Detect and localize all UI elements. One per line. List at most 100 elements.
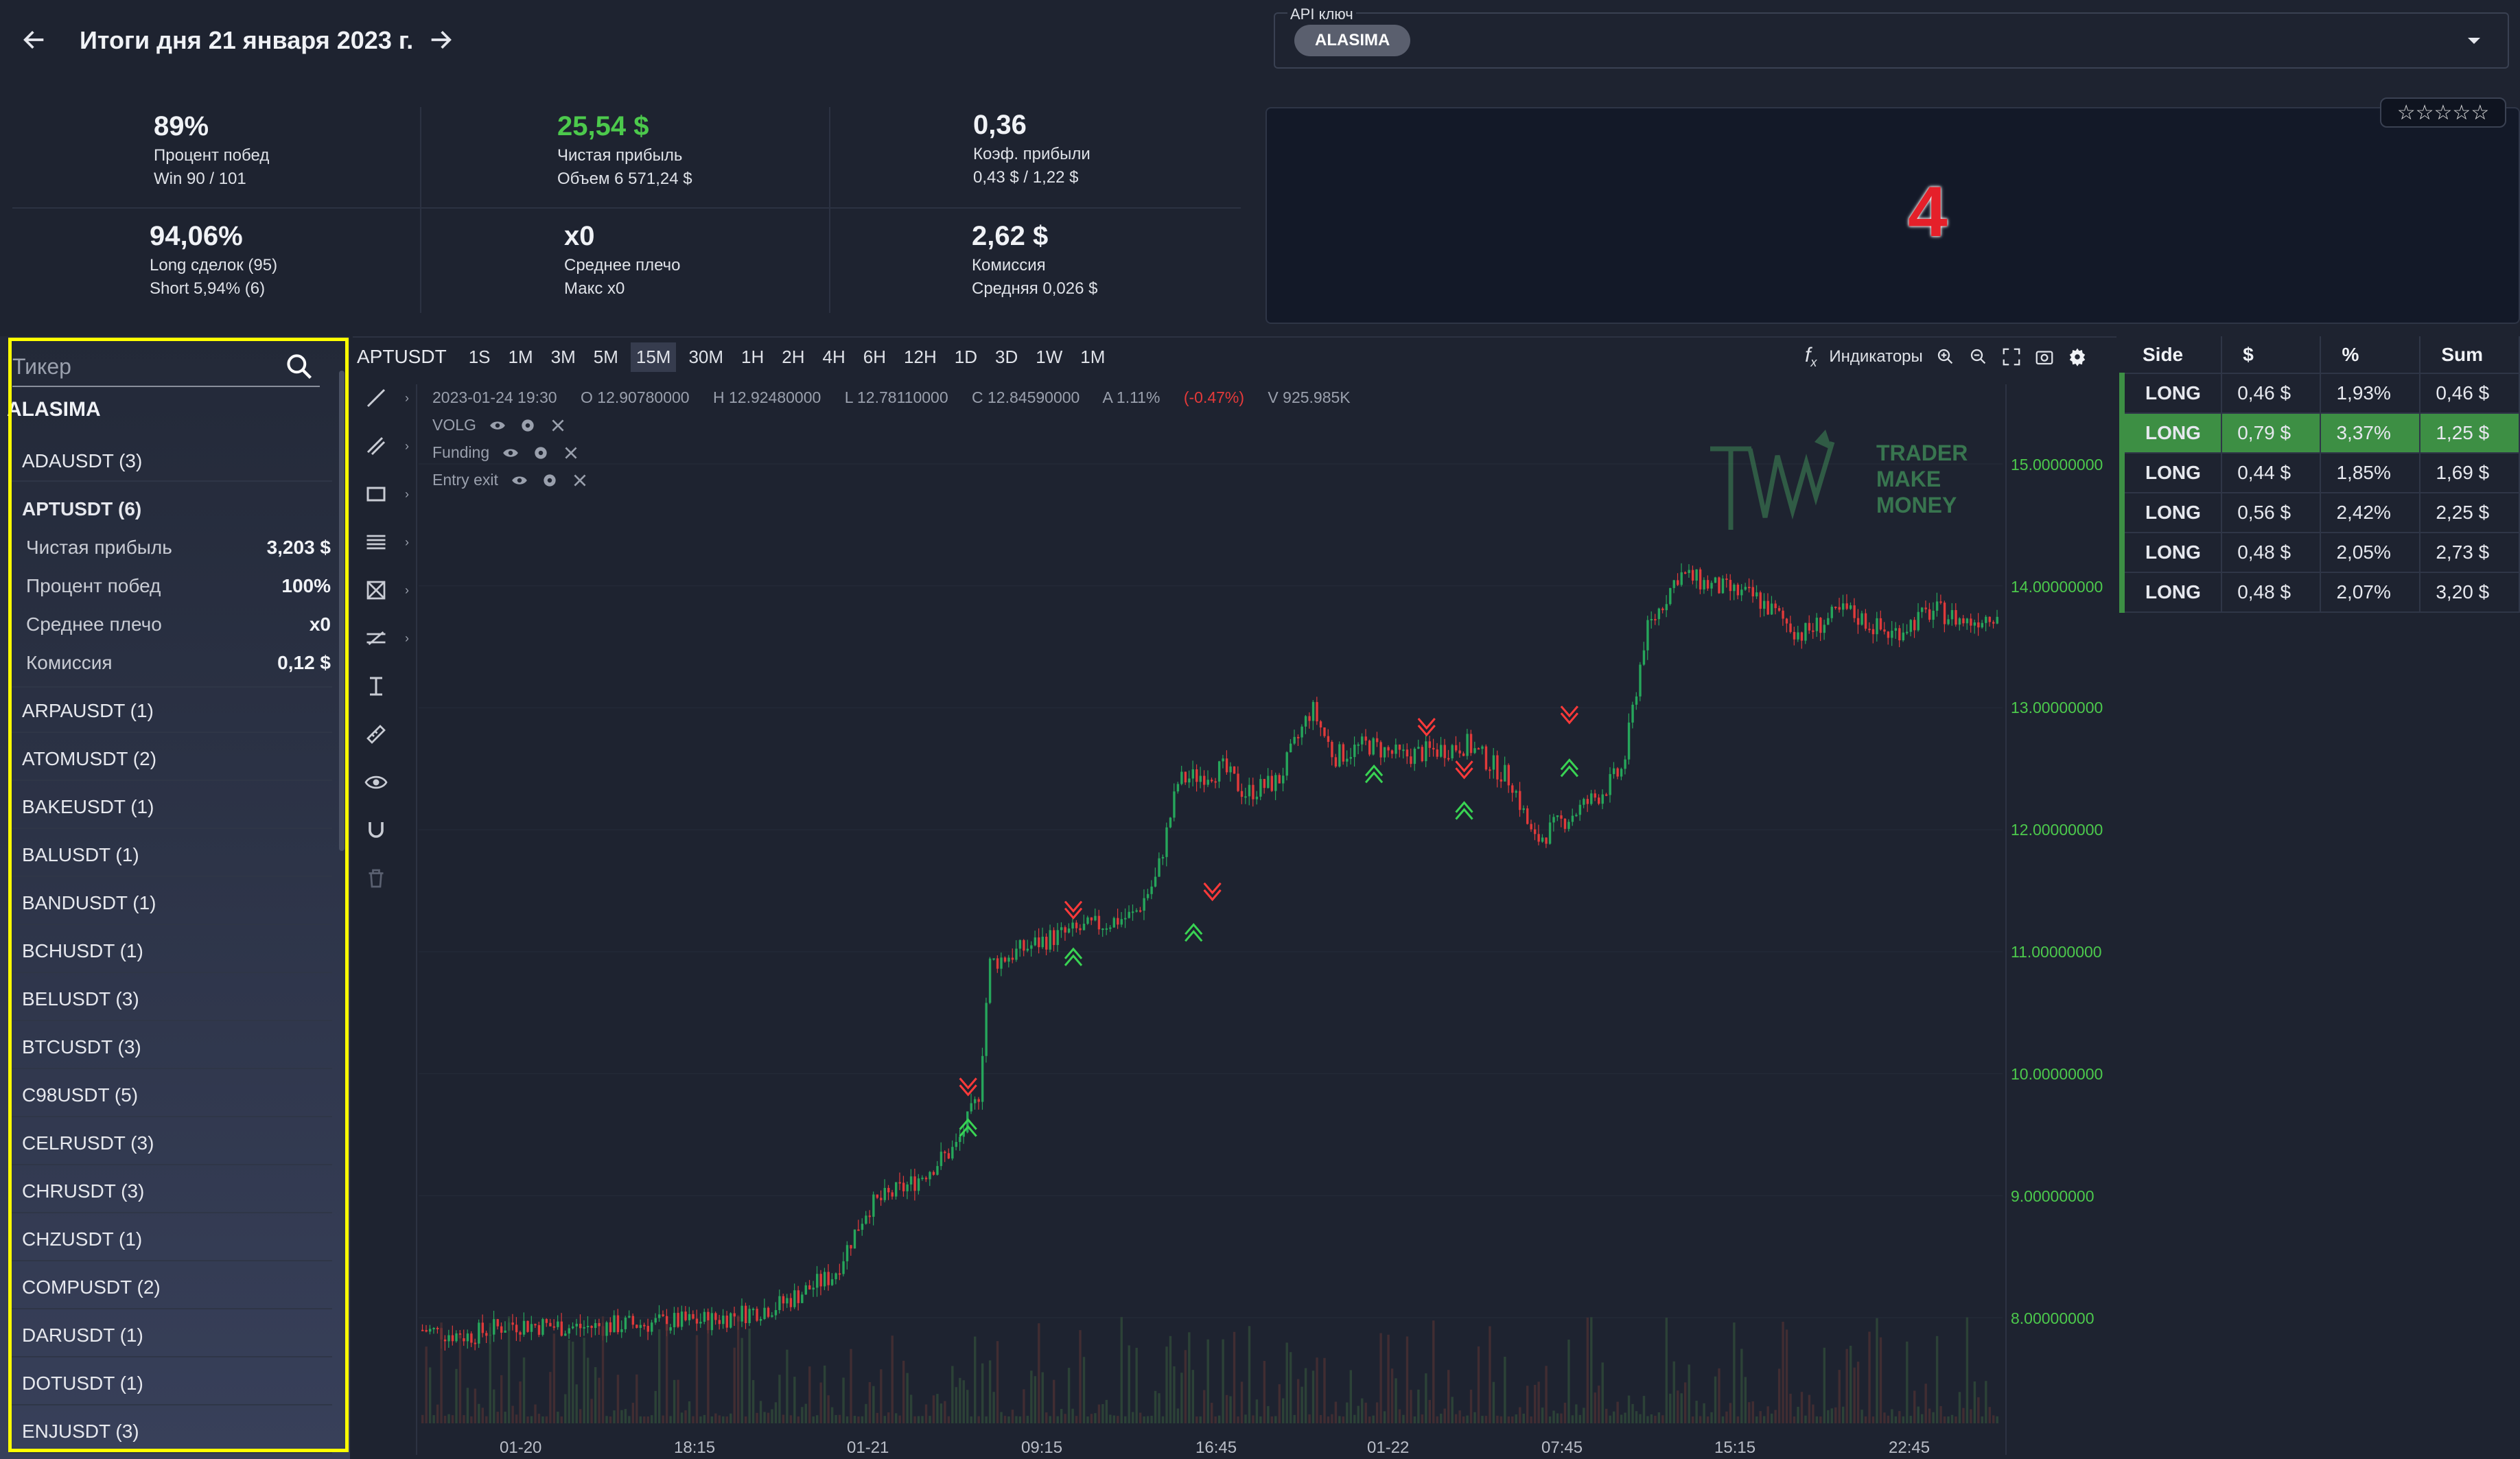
sidebar-ticker-item[interactable]: COMPUSDT (2) xyxy=(22,1276,161,1298)
sidebar-ticker-item[interactable]: BAKEUSDT (1) xyxy=(22,796,154,817)
timeframe-6h[interactable]: 6H xyxy=(863,346,887,367)
chart-symbol[interactable]: APTUSDT xyxy=(357,346,447,367)
timeframe-1h[interactable]: 1H xyxy=(741,346,765,367)
candlestick-chart[interactable] xyxy=(412,384,2011,1427)
gear-icon[interactable] xyxy=(519,417,537,434)
trash-icon[interactable] xyxy=(364,866,391,894)
chevron-right-icon[interactable]: › xyxy=(405,631,409,645)
close-icon[interactable] xyxy=(562,444,580,462)
api-key-chip[interactable]: ALASIMA xyxy=(1294,25,1411,56)
trend-line-icon[interactable] xyxy=(364,386,391,413)
pattern-icon[interactable] xyxy=(364,578,391,605)
sidebar-ticker-item[interactable]: BTCUSDT (3) xyxy=(22,1036,141,1058)
stat-value: x0 xyxy=(564,221,595,251)
timeframe-1d[interactable]: 1D xyxy=(954,346,977,367)
timeframe-3d[interactable]: 3D xyxy=(994,346,1018,367)
chevron-down-icon[interactable] xyxy=(2464,32,2484,49)
zoom-out-icon[interactable] xyxy=(1968,347,1989,367)
divider xyxy=(10,1356,332,1357)
chevron-right-icon[interactable]: › xyxy=(405,487,409,501)
sidebar-ticker-item[interactable]: BALUSDT (1) xyxy=(22,844,139,865)
gear-icon[interactable] xyxy=(532,444,550,462)
magnet-icon[interactable] xyxy=(364,818,391,845)
forecast-icon[interactable] xyxy=(364,626,391,653)
sidebar-ticker-item[interactable]: CHRUSDT (3) xyxy=(22,1180,145,1202)
chart-area[interactable] xyxy=(353,336,2116,1459)
table-row[interactable]: LONG 0,44 $ 1,85% 1,69 $ xyxy=(2119,453,2520,493)
rating-stars[interactable]: ☆☆☆☆☆ xyxy=(2380,97,2506,128)
ruler-icon[interactable] xyxy=(364,722,391,749)
table-header[interactable]: Side xyxy=(2122,336,2223,374)
indicators-button[interactable]: Индикаторы xyxy=(1829,347,1923,366)
stat-sub: Short 5,94% (6) xyxy=(150,279,266,298)
divider xyxy=(10,1164,332,1165)
table-row[interactable]: LONG 0,46 $ 1,93% 0,46 $ xyxy=(2119,373,2520,414)
sidebar-ticker-item-selected[interactable]: APTUSDT (6) xyxy=(22,498,142,520)
table-header[interactable]: $ xyxy=(2221,336,2322,374)
sidebar-ticker-item[interactable]: CHZUSDT (1) xyxy=(22,1228,143,1250)
sidebar-ticker-item[interactable]: BCHUSDT (1) xyxy=(22,940,143,961)
y-axis-tick: 11.00000000 xyxy=(2011,943,2102,961)
search-input[interactable] xyxy=(12,349,287,384)
sidebar-ticker-item[interactable]: DARUSDT (1) xyxy=(22,1324,143,1346)
text-cursor-icon[interactable] xyxy=(364,674,391,701)
timeframe-3m[interactable]: 3M xyxy=(550,346,576,367)
price-axis-line xyxy=(2005,384,2007,1455)
table-row[interactable]: LONG 0,48 $ 2,05% 2,73 $ xyxy=(2119,533,2520,573)
fib-lines-icon[interactable] xyxy=(364,530,391,557)
close-icon[interactable] xyxy=(571,471,589,489)
chevron-right-icon[interactable]: › xyxy=(405,439,409,453)
forward-arrow-icon[interactable] xyxy=(421,21,460,59)
timeframe-1m[interactable]: 1M xyxy=(1080,346,1106,367)
chevron-right-icon[interactable]: › xyxy=(405,391,409,405)
timeframe-2h[interactable]: 2H xyxy=(782,346,805,367)
timeframe-1w[interactable]: 1W xyxy=(1036,346,1063,367)
table-header[interactable]: % xyxy=(2320,336,2421,374)
chevron-right-icon[interactable]: › xyxy=(405,583,409,597)
multi-line-icon[interactable] xyxy=(364,434,391,461)
eye-icon[interactable] xyxy=(364,770,391,797)
divider xyxy=(10,1068,332,1069)
timeframe-1m[interactable]: 1M xyxy=(508,346,533,367)
timeframe-1s[interactable]: 1S xyxy=(468,346,491,367)
table-header[interactable]: Sum xyxy=(2420,336,2520,374)
sidebar-scrollbar[interactable] xyxy=(339,371,345,851)
ticker-detail-row: Среднее плечо x0 xyxy=(26,614,331,635)
table-row[interactable]: LONG 0,56 $ 2,42% 2,25 $ xyxy=(2119,493,2520,533)
chevron-right-icon[interactable]: › xyxy=(405,535,409,549)
sidebar-ticker-item[interactable]: BANDUSDT (1) xyxy=(22,892,156,913)
back-arrow-icon[interactable] xyxy=(15,21,54,59)
timeframe-12h[interactable]: 12H xyxy=(904,346,937,367)
indicator-name: Entry exit xyxy=(432,471,498,489)
table-row[interactable]: LONG 0,48 $ 2,07% 3,20 $ xyxy=(2119,572,2520,613)
rectangle-icon[interactable] xyxy=(364,482,391,509)
timeframe-5m[interactable]: 5M xyxy=(593,346,618,367)
table-row[interactable]: LONG 0,79 $ 3,37% 1,25 $ xyxy=(2119,413,2520,454)
fx-icon[interactable]: fx xyxy=(1805,344,1817,369)
timeframe-4h[interactable]: 4H xyxy=(822,346,845,367)
sidebar-ticker-item[interactable]: DOTUSDT (1) xyxy=(22,1373,143,1394)
timeframe-30m[interactable]: 30M xyxy=(688,346,724,367)
sidebar-ticker-item[interactable]: CELRUSDT (3) xyxy=(22,1132,154,1154)
api-key-select[interactable] xyxy=(1274,12,2509,69)
zoom-in-icon[interactable] xyxy=(1935,347,1956,367)
indicator-name: VOLG xyxy=(432,416,476,434)
gear-icon[interactable] xyxy=(2067,347,2088,367)
eye-icon[interactable] xyxy=(511,471,528,489)
gear-icon[interactable] xyxy=(541,471,559,489)
api-key-label: API ключ xyxy=(1287,5,1356,23)
sidebar-ticker-item[interactable]: C98USDT (5) xyxy=(22,1084,139,1106)
eye-icon[interactable] xyxy=(502,444,520,462)
eye-icon[interactable] xyxy=(489,417,506,434)
screenshot-icon[interactable] xyxy=(2034,347,2055,367)
timeframe-15m[interactable]: 15M xyxy=(630,342,677,372)
close-icon[interactable] xyxy=(549,417,567,434)
sidebar-ticker-item[interactable]: BELUSDT (3) xyxy=(22,988,139,1009)
fullscreen-icon[interactable] xyxy=(2001,347,2022,367)
sidebar-ticker-item[interactable]: ARPAUSDT (1) xyxy=(22,700,154,721)
sidebar-ticker-item[interactable]: ENJUSDT (3) xyxy=(22,1421,139,1442)
sidebar-ticker-item[interactable]: ATOMUSDT (2) xyxy=(22,748,157,769)
sidebar-ticker-item[interactable]: ADAUSDT (3) xyxy=(22,450,143,471)
pct-cell: 2,07% xyxy=(2320,572,2421,613)
search-icon[interactable] xyxy=(284,351,314,382)
